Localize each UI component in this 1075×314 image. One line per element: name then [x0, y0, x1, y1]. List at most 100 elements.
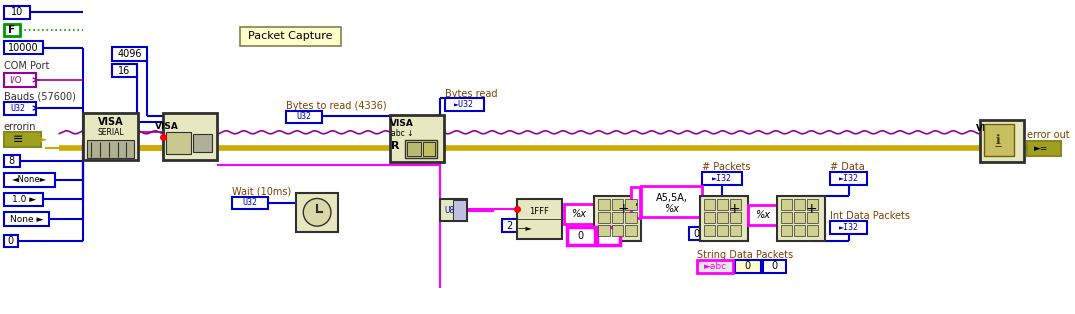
Bar: [598, 225, 610, 236]
Bar: [4, 235, 18, 247]
Bar: [445, 98, 484, 111]
Bar: [626, 225, 637, 236]
Bar: [730, 225, 741, 236]
Bar: [1028, 141, 1061, 156]
Text: SERIAL: SERIAL: [98, 128, 124, 137]
Bar: [568, 227, 594, 245]
Bar: [717, 225, 728, 236]
Text: Wait (10ms): Wait (10ms): [232, 187, 291, 197]
Text: +: +: [617, 202, 629, 216]
Bar: [240, 27, 341, 46]
Text: U32: U32: [11, 104, 26, 113]
Bar: [717, 199, 728, 210]
Text: 16: 16: [118, 66, 130, 76]
Bar: [422, 142, 434, 156]
Bar: [4, 41, 43, 54]
Text: ◄None►: ◄None►: [12, 175, 47, 184]
Text: VISA: VISA: [155, 122, 178, 132]
Bar: [4, 73, 35, 87]
Text: —►: —►: [517, 223, 532, 232]
Text: # Packets: # Packets: [702, 162, 751, 172]
Bar: [626, 199, 637, 210]
Bar: [4, 24, 19, 36]
Bar: [517, 199, 562, 239]
Bar: [782, 212, 792, 223]
Bar: [4, 212, 49, 226]
Text: Bytes to read (4336): Bytes to read (4336): [287, 101, 387, 111]
Text: 1.0 ►: 1.0 ►: [12, 195, 35, 204]
Text: I/O: I/O: [10, 75, 23, 84]
Bar: [83, 112, 139, 160]
Bar: [762, 260, 787, 273]
Bar: [440, 199, 468, 221]
Text: +: +: [805, 202, 817, 216]
Text: ,: ,: [634, 198, 637, 208]
Text: ►I32: ►I32: [838, 174, 859, 183]
Text: ►abc: ►abc: [704, 262, 727, 271]
Bar: [980, 121, 1024, 162]
Text: ►U32: ►U32: [455, 100, 474, 109]
Text: ►=: ►=: [1034, 144, 1048, 153]
Bar: [641, 186, 702, 217]
Text: C: C: [985, 133, 991, 143]
Bar: [612, 199, 624, 210]
Bar: [598, 212, 610, 223]
Text: VISA: VISA: [390, 119, 414, 128]
Text: errorin: errorin: [4, 122, 37, 133]
Text: Bauds (57600): Bauds (57600): [4, 92, 76, 102]
Bar: [830, 221, 868, 234]
Text: 0: 0: [772, 261, 777, 271]
Bar: [704, 225, 715, 236]
Bar: [4, 155, 19, 167]
Text: None ►: None ►: [10, 215, 43, 224]
Bar: [748, 205, 777, 225]
Text: U32: U32: [297, 112, 312, 122]
Bar: [730, 199, 741, 210]
Text: F: F: [9, 25, 15, 35]
Bar: [717, 212, 728, 223]
Bar: [612, 225, 624, 236]
Text: Int Data Packets: Int Data Packets: [830, 211, 909, 221]
Text: 0: 0: [693, 229, 699, 239]
Bar: [807, 225, 818, 236]
Text: VISA: VISA: [98, 117, 124, 127]
Text: 1FFF: 1FFF: [530, 207, 549, 216]
Text: U32: U32: [243, 198, 257, 208]
Text: R: R: [391, 141, 400, 151]
Bar: [704, 212, 715, 223]
Bar: [597, 227, 620, 245]
Bar: [163, 112, 217, 160]
Bar: [4, 173, 55, 187]
Text: %x: %x: [664, 204, 679, 214]
Bar: [631, 187, 641, 218]
Bar: [984, 124, 1014, 156]
Text: A5,5A,: A5,5A,: [656, 192, 688, 203]
Bar: [4, 102, 35, 115]
Bar: [698, 260, 733, 273]
Bar: [701, 196, 748, 241]
Bar: [598, 199, 610, 210]
Text: 10: 10: [11, 7, 23, 17]
Text: 10000: 10000: [9, 43, 39, 53]
Text: 0: 0: [745, 261, 751, 271]
Bar: [794, 212, 805, 223]
Text: U8: U8: [444, 206, 455, 215]
Bar: [4, 192, 43, 206]
Text: Bytes read: Bytes read: [445, 89, 497, 99]
Bar: [287, 111, 322, 123]
Bar: [454, 200, 467, 220]
Bar: [730, 212, 741, 223]
Bar: [830, 172, 868, 185]
Bar: [192, 134, 213, 152]
Bar: [782, 199, 792, 210]
Bar: [4, 132, 42, 147]
Bar: [405, 140, 436, 158]
Bar: [702, 172, 742, 185]
Text: 0: 0: [8, 236, 14, 246]
Bar: [112, 47, 147, 61]
Text: VISA: VISA: [976, 124, 1000, 133]
Bar: [794, 199, 805, 210]
Bar: [612, 212, 624, 223]
Text: Packet Capture: Packet Capture: [248, 31, 332, 41]
Text: error out: error out: [1028, 130, 1070, 140]
